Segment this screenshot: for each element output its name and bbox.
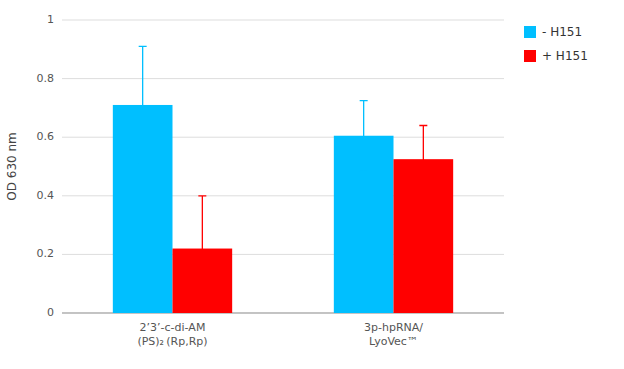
y-axis-label: OD 630 nm [5, 132, 19, 201]
legend: - H151 + H151 [524, 25, 588, 63]
legend-swatch [524, 50, 536, 62]
y-tick-label: 0.2 [37, 247, 55, 260]
legend-label: + H151 [542, 49, 588, 63]
x-tick-label: 2’3’-c-di-AM(PS)₂ (Rp,Rp) [137, 321, 207, 348]
legend-swatch [524, 26, 536, 38]
y-tick-label: 0.6 [37, 130, 55, 143]
bars [113, 105, 453, 313]
chart-container: 0 0.2 0.4 0.6 0.8 1 2’3’-c-di-AM(PS)₂ (Rp,Rp) 3… [0, 0, 624, 369]
error-bar [419, 125, 427, 192]
grid [62, 20, 504, 313]
y-tick-label: 0.4 [37, 189, 55, 202]
error-bar [139, 46, 147, 163]
grid-line [62, 78, 504, 79]
error-bars [139, 46, 428, 301]
legend-label: - H151 [542, 25, 582, 39]
x-tick-label: 3p-hpRNA/LyoVec™ [364, 321, 423, 348]
grid-line [62, 20, 504, 21]
y-tick-label: 1 [47, 13, 54, 26]
error-bar [360, 101, 368, 171]
error-bar [198, 196, 206, 301]
y-tick-label: 0.8 [37, 72, 55, 85]
chart-svg: 0 0.2 0.4 0.6 0.8 1 2’3’-c-di-AM(PS)₂ (Rp,Rp) 3… [0, 0, 624, 369]
y-tick-label: 0 [47, 306, 54, 319]
